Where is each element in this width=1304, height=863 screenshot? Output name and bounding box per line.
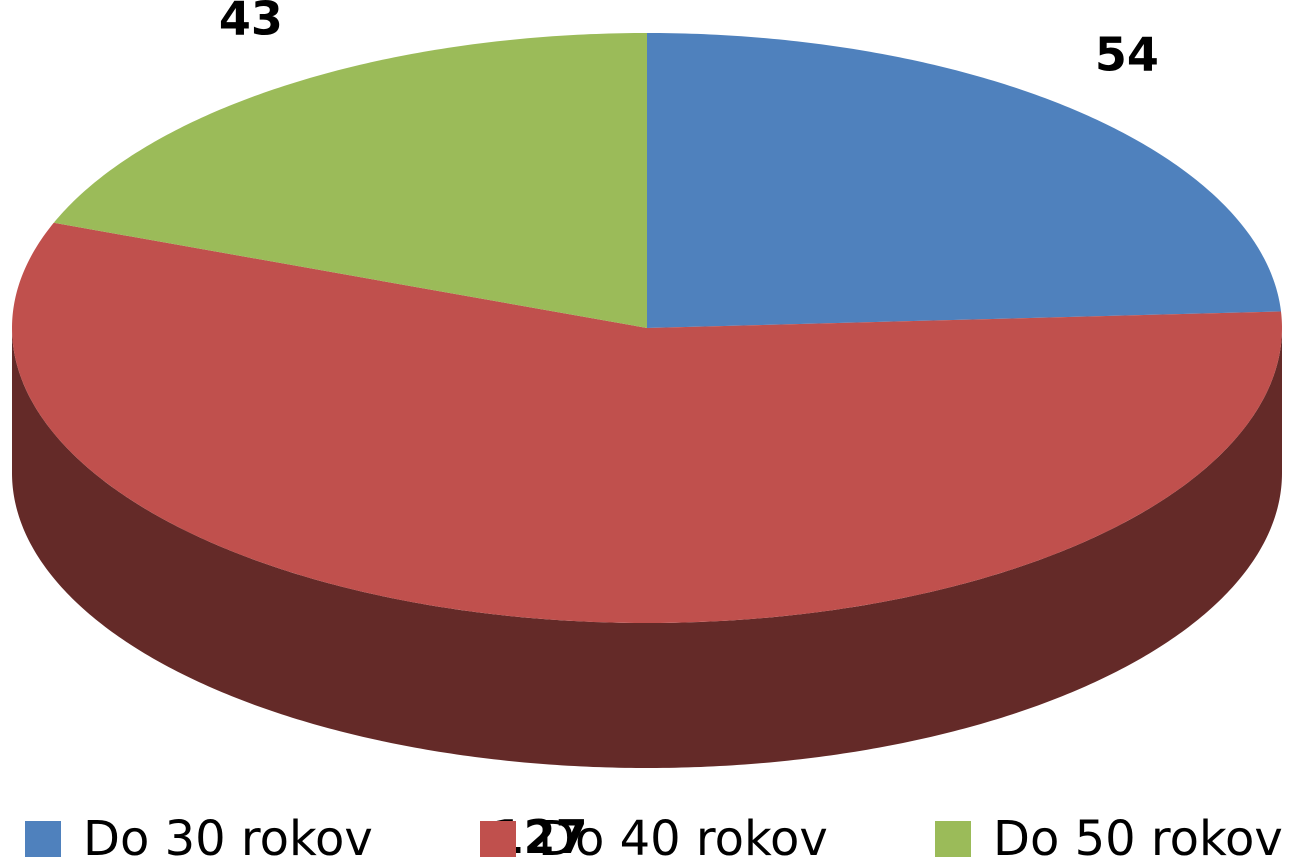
slice (53, 33, 647, 328)
legend-swatch (935, 821, 971, 857)
slice (12, 222, 1282, 624)
slice (647, 33, 1282, 328)
data-label: 43 (219, 0, 283, 45)
legend-label: Do 50 rokov (993, 811, 1283, 863)
legend-swatch (480, 821, 516, 857)
legend-label: Do 40 rokov (538, 811, 828, 863)
slice-side (12, 328, 1282, 768)
legend-swatch (25, 821, 61, 857)
data-label: 54 (1095, 27, 1159, 81)
legend-label: Do 30 rokov (83, 811, 373, 863)
